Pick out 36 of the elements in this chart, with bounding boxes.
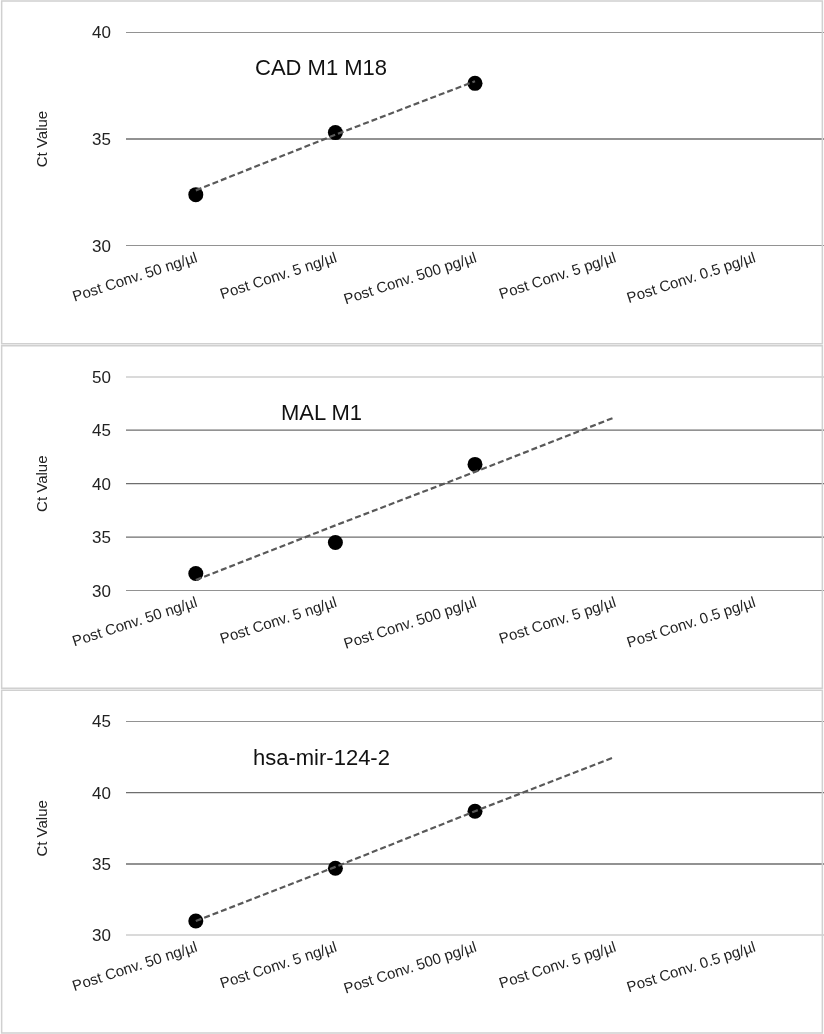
x-tick-label: Post Conv. 500 pg/µl [341,248,479,308]
x-tick-label: Post Conv. 5 ng/µl [217,937,339,992]
text: CAD M1 M18 [255,55,388,80]
y-axis-title: Ct Value [33,455,51,512]
point [327,535,343,551]
y-tick-label: 35 [92,129,111,149]
point [188,187,204,203]
x-tick-label: Post Conv. 5 ng/µl [217,592,339,647]
point [188,913,204,929]
y-tick-label: 45 [92,421,111,441]
y-tick-label: 40 [92,474,111,494]
y-tick-label: 45 [92,712,111,732]
point [467,75,483,91]
x-tick-label: Post Conv. 500 pg/µl [341,592,479,652]
x-tick-label: Post Conv. 0.5 pg/µl [624,248,758,306]
y-tick-label: 30 [92,926,111,946]
x-tick-label: Post Conv. 0.5 pg/µl [624,592,758,651]
x-tick-label: Post Conv. 5 pg/µl [496,937,618,992]
x-tick-label: Post Conv. 5 pg/µl [496,592,618,647]
y-tick-label: 30 [92,581,111,601]
y-tick-label: 40 [92,22,111,42]
y-tick-label: 30 [92,236,111,256]
y-tick-label: 40 [92,783,111,803]
x-tick-label: Post Conv. 0.5 pg/µl [624,937,758,996]
x-tick-label: Post Conv. 5 pg/µl [496,248,618,303]
text: MAL M1 [281,400,363,425]
y-axis-title: Ct Value [33,800,51,857]
x-tick-label: Post Conv. 5 ng/µl [217,248,339,303]
y-tick-label: 35 [92,854,111,874]
point [467,456,483,472]
point [188,566,204,582]
text: hsa-mir-124-2 [253,745,390,770]
y-tick-label: 50 [92,367,111,387]
y-tick-label: 35 [92,528,111,548]
x-tick-label: Post Conv. 500 pg/µl [341,937,479,997]
y-axis-title: Ct Value [33,110,51,168]
